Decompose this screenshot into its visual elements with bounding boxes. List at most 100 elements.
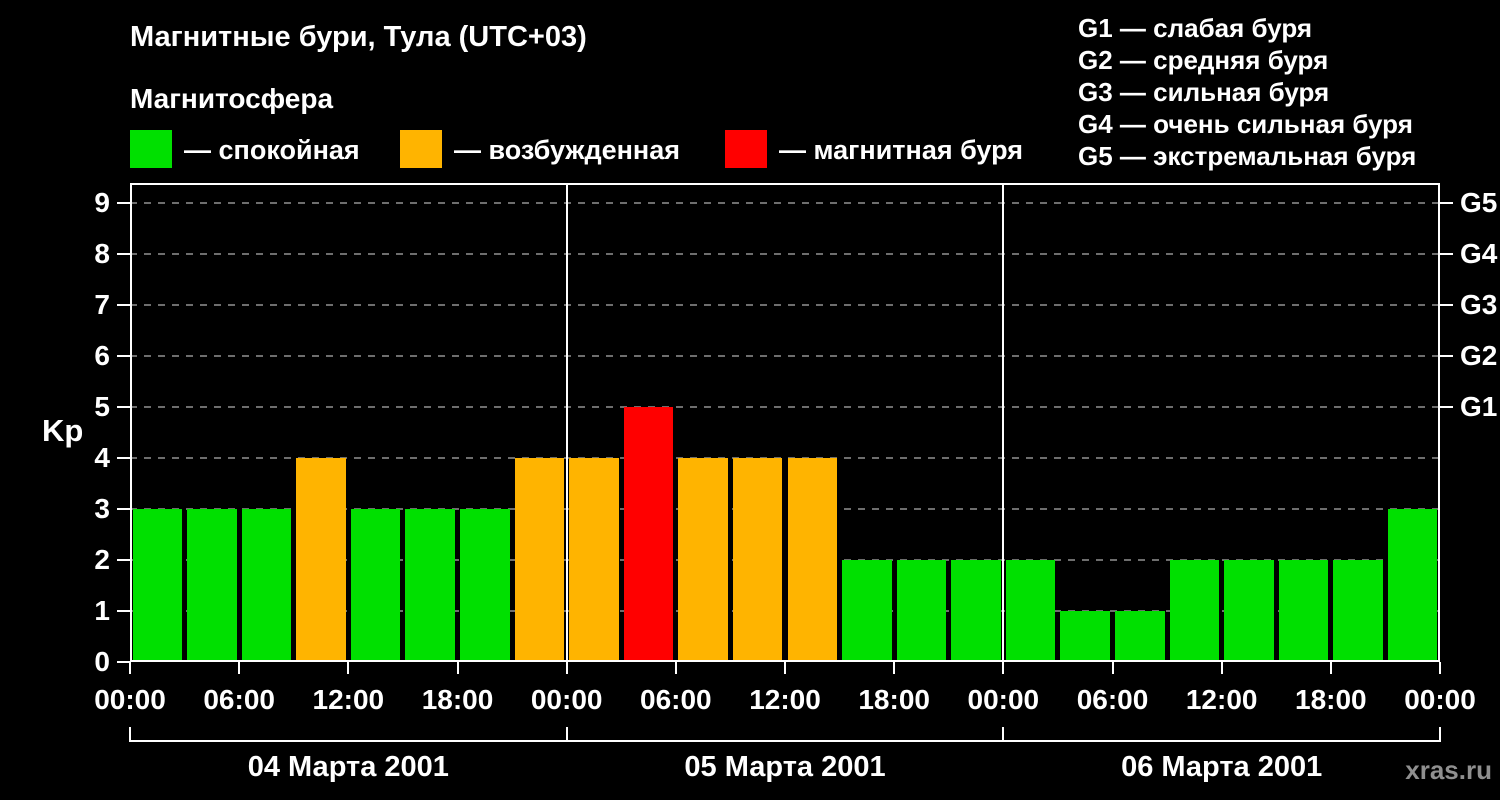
y-tick-label: 5 xyxy=(94,391,110,423)
g-level-label: G3 xyxy=(1460,289,1498,321)
g-level-label: G5 xyxy=(1460,187,1498,219)
excited-color-swatch xyxy=(400,130,442,168)
date-bracket-tick xyxy=(565,727,568,742)
right-tick xyxy=(1440,406,1453,409)
right-tick xyxy=(1440,355,1453,358)
kp-bar xyxy=(678,458,728,662)
x-tick xyxy=(1220,662,1223,674)
kp-bar xyxy=(951,560,1001,662)
g3-legend-line: G3 — сильная буря xyxy=(1078,77,1330,107)
x-tick-label: 06:00 xyxy=(203,684,275,715)
date-bracket-line xyxy=(130,740,1440,742)
y-tick-label: 7 xyxy=(94,289,110,321)
x-tick xyxy=(347,662,350,674)
x-tick xyxy=(674,662,677,674)
x-tick-label: 00:00 xyxy=(530,684,603,715)
right-tick xyxy=(1440,304,1453,307)
legend-label-storm: — магнитная буря xyxy=(779,135,1023,165)
kp-bar xyxy=(1224,560,1274,662)
y-tick-label: 2 xyxy=(94,544,110,576)
gridline xyxy=(130,355,1440,358)
kp-bar xyxy=(296,458,346,662)
kp-bar xyxy=(896,560,947,662)
x-tick xyxy=(1329,662,1332,674)
kp-bar xyxy=(1333,560,1383,662)
x-tick xyxy=(1111,662,1114,674)
kp-bar xyxy=(514,458,565,662)
date-bracket-tick xyxy=(1002,727,1005,742)
kp-bar xyxy=(1060,611,1110,662)
x-tick-label: 18:00 xyxy=(858,684,930,715)
gridline xyxy=(130,610,1440,613)
x-tick xyxy=(1439,662,1441,674)
x-tick xyxy=(565,662,568,674)
x-tick-label: 06:00 xyxy=(1076,684,1149,715)
quiet-color-swatch xyxy=(130,130,172,168)
y-tick-label: 4 xyxy=(94,442,110,474)
kp-bar xyxy=(350,509,401,662)
x-tick-label: 00:00 xyxy=(1404,684,1476,715)
g-scale-legend: G1 — слабая буря G2 — средняя буря G3 — … xyxy=(1078,12,1416,172)
y-tick xyxy=(117,457,130,460)
x-tick xyxy=(893,662,896,674)
gridline xyxy=(130,559,1440,562)
gridline xyxy=(130,304,1440,307)
y-tick xyxy=(117,661,130,663)
legend-label-quiet: — спокойная xyxy=(184,135,360,165)
y-tick-label: 8 xyxy=(94,238,110,270)
day-divider xyxy=(1002,183,1005,662)
x-tick-label: 00:00 xyxy=(967,684,1040,715)
kp-bar xyxy=(187,509,237,662)
y-tick xyxy=(117,610,130,613)
kp-bar xyxy=(1005,560,1056,662)
x-tick xyxy=(1002,662,1005,674)
legend-label-excited: — возбужденная xyxy=(454,135,680,165)
x-tick-label: 00:00 xyxy=(94,684,166,715)
y-tick xyxy=(117,559,130,562)
kp-bar xyxy=(732,458,783,662)
magnetosphere-subtitle: Магнитосфера xyxy=(130,83,334,114)
kp-bar xyxy=(1278,560,1329,662)
gridline xyxy=(130,457,1440,460)
g-level-label: G2 xyxy=(1460,340,1498,372)
storm-color-swatch xyxy=(725,130,767,168)
y-tick-label: 3 xyxy=(94,493,110,525)
date-label: 05 Марта 2001 xyxy=(684,751,886,783)
x-tick-label: 12:00 xyxy=(749,684,821,715)
watermark-xras-ru: xras.ru xyxy=(1405,755,1492,785)
y-tick xyxy=(117,202,130,205)
g4-legend-line: G4 — очень сильная буря xyxy=(1078,109,1413,139)
g-level-label: G1 xyxy=(1460,391,1498,423)
gridline xyxy=(130,253,1440,256)
gridline xyxy=(130,406,1440,409)
kp-bar xyxy=(1387,509,1438,662)
y-tick-label: 6 xyxy=(94,340,110,372)
y-axis-title: Kp xyxy=(42,413,84,448)
page-title: Магнитные бури, Тула (UTC+03) xyxy=(130,21,587,53)
y-tick-label: 1 xyxy=(94,595,110,627)
date-label: 04 Марта 2001 xyxy=(247,751,449,783)
x-tick xyxy=(129,662,131,674)
right-tick xyxy=(1440,253,1453,256)
kp-bar xyxy=(241,509,292,662)
kp-bar xyxy=(405,509,455,662)
kp-bar xyxy=(569,458,619,662)
y-tick-label: 9 xyxy=(94,187,110,219)
gridline xyxy=(130,508,1440,511)
g2-legend-line: G2 — средняя буря xyxy=(1078,45,1329,75)
x-tick-label: 18:00 xyxy=(1295,684,1367,715)
x-tick-label: 12:00 xyxy=(1185,684,1258,715)
date-label: 06 Марта 2001 xyxy=(1121,751,1323,783)
x-tick-label: 06:00 xyxy=(640,684,712,715)
kp-bar xyxy=(132,509,183,662)
right-tick xyxy=(1440,202,1453,205)
g-level-label: G4 xyxy=(1460,238,1498,270)
g1-legend-line: G1 — слабая буря xyxy=(1078,13,1313,43)
x-tick-label: 12:00 xyxy=(312,684,385,715)
date-bracket-tick xyxy=(1439,727,1441,742)
x-tick xyxy=(238,662,241,674)
y-tick xyxy=(117,355,130,358)
kp-bar xyxy=(460,509,510,662)
date-bracket-tick xyxy=(129,727,131,742)
